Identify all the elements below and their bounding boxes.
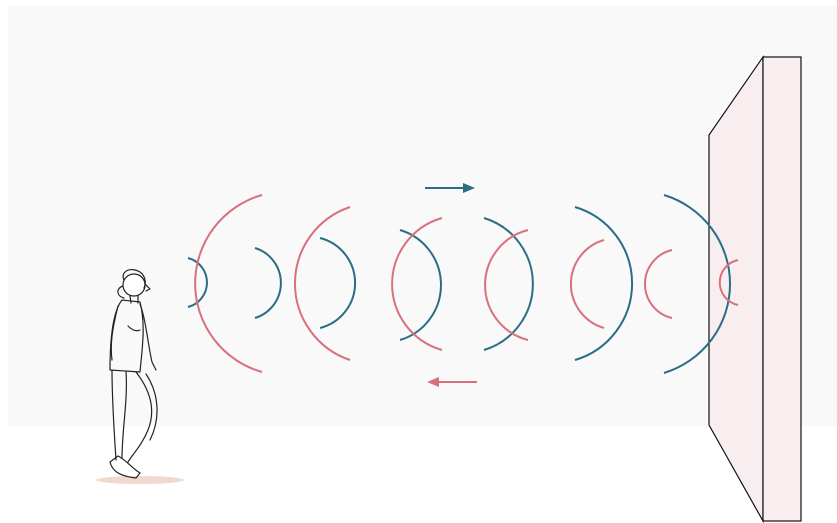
reflected-arrow	[427, 377, 477, 387]
floor	[44, 426, 837, 523]
person	[96, 268, 184, 484]
reflective-wall	[708, 55, 802, 523]
back-wall	[8, 6, 837, 426]
outgoing-waves	[187, 194, 732, 374]
outgoing-arrow	[425, 183, 475, 193]
reflected-waves	[194, 194, 739, 373]
